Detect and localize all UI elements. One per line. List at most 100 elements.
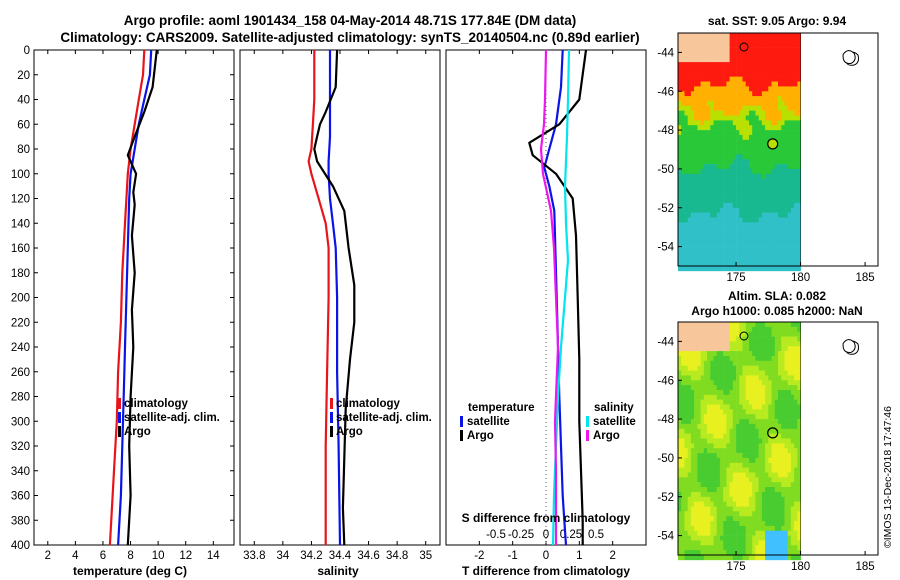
map-cell xyxy=(697,419,701,425)
map-cell xyxy=(723,360,727,366)
map-cell xyxy=(729,365,734,371)
map-cell xyxy=(684,57,689,63)
map-cell xyxy=(707,555,711,561)
map-cell xyxy=(765,457,769,464)
map-cell xyxy=(749,530,753,536)
map-cell xyxy=(742,530,747,536)
map-cell xyxy=(771,462,776,468)
map-cell xyxy=(739,419,743,425)
map-cell xyxy=(697,164,701,170)
map-cell xyxy=(749,159,753,165)
map-cell xyxy=(784,521,789,527)
map-cell xyxy=(742,115,747,121)
map-cell xyxy=(761,188,766,194)
map-cell xyxy=(726,370,730,376)
map-cell xyxy=(716,375,721,381)
map-cell xyxy=(765,516,769,522)
map-cell xyxy=(761,198,766,204)
map-cell xyxy=(790,42,795,48)
map-cell xyxy=(678,81,682,87)
map-cell xyxy=(710,76,714,82)
map-cell xyxy=(749,482,753,488)
map-cell xyxy=(781,217,785,223)
map-cell xyxy=(784,482,789,488)
map-cell xyxy=(797,134,801,141)
map-cell xyxy=(794,453,798,459)
map-cell xyxy=(765,193,769,199)
map-cell xyxy=(736,120,740,126)
map-cell xyxy=(768,246,772,252)
map-cell xyxy=(703,241,708,247)
map-cell xyxy=(752,545,756,551)
map-cell xyxy=(703,173,708,179)
map-cell xyxy=(774,521,779,527)
map-cell xyxy=(784,394,789,400)
map-cell xyxy=(758,222,763,228)
map-cell xyxy=(778,491,782,498)
map-cell xyxy=(729,487,734,493)
map-cell xyxy=(694,423,698,430)
map-cell xyxy=(739,120,743,126)
map-cell xyxy=(768,555,772,561)
seamount-contour xyxy=(739,331,749,341)
map-cell xyxy=(781,232,785,238)
map-cell xyxy=(710,360,714,366)
map-cell xyxy=(736,336,740,342)
map-y-tick-label: -48 xyxy=(657,125,674,137)
map-cell xyxy=(690,101,695,107)
map-cell xyxy=(726,207,730,213)
map-cell xyxy=(790,467,795,473)
map-cell xyxy=(732,139,737,145)
map-cell xyxy=(690,76,695,82)
map-cell xyxy=(713,370,718,376)
map-cell xyxy=(690,241,695,247)
map-cell xyxy=(719,530,724,536)
map-cell xyxy=(794,356,798,362)
map-cell xyxy=(723,110,727,116)
map-cell xyxy=(723,246,727,252)
map-cell xyxy=(752,130,756,136)
map-cell xyxy=(771,217,776,223)
map-cell xyxy=(694,105,698,111)
map-cell xyxy=(745,487,750,493)
map-cell xyxy=(778,448,782,454)
map-cell xyxy=(771,62,776,68)
map-cell xyxy=(765,409,769,415)
map-cell xyxy=(749,188,753,194)
map-cell xyxy=(787,336,792,342)
map-cell xyxy=(690,380,695,386)
map-cell xyxy=(761,375,766,381)
map-cell xyxy=(681,491,685,498)
map-cell xyxy=(755,52,759,58)
map-cell xyxy=(787,496,792,502)
map-cell xyxy=(694,134,698,141)
map-cell xyxy=(797,149,801,155)
map-cell xyxy=(713,428,718,434)
map-cell xyxy=(797,241,801,247)
map-cell xyxy=(697,491,701,498)
map-cell xyxy=(716,91,721,97)
map-cell xyxy=(765,67,769,73)
legend-swatch xyxy=(118,426,121,437)
map-cell xyxy=(713,115,718,121)
map-cell xyxy=(697,385,701,391)
map-cell xyxy=(745,399,750,405)
map-cell xyxy=(771,33,776,39)
map-cell xyxy=(684,222,689,228)
map-cell xyxy=(755,428,759,434)
map-cell xyxy=(739,448,743,454)
map-cell xyxy=(758,501,763,507)
map-cell xyxy=(742,232,747,238)
map-cell xyxy=(684,266,689,272)
map-cell xyxy=(790,81,795,87)
map-cell xyxy=(778,433,782,439)
map-cell xyxy=(758,120,763,126)
map-cell xyxy=(749,380,753,386)
map-cell xyxy=(752,394,756,400)
map-cell xyxy=(778,496,782,502)
map-cell xyxy=(790,438,795,444)
map-cell xyxy=(768,356,772,362)
map-cell xyxy=(794,168,798,175)
map-cell xyxy=(713,198,718,204)
map-cell xyxy=(726,433,730,439)
